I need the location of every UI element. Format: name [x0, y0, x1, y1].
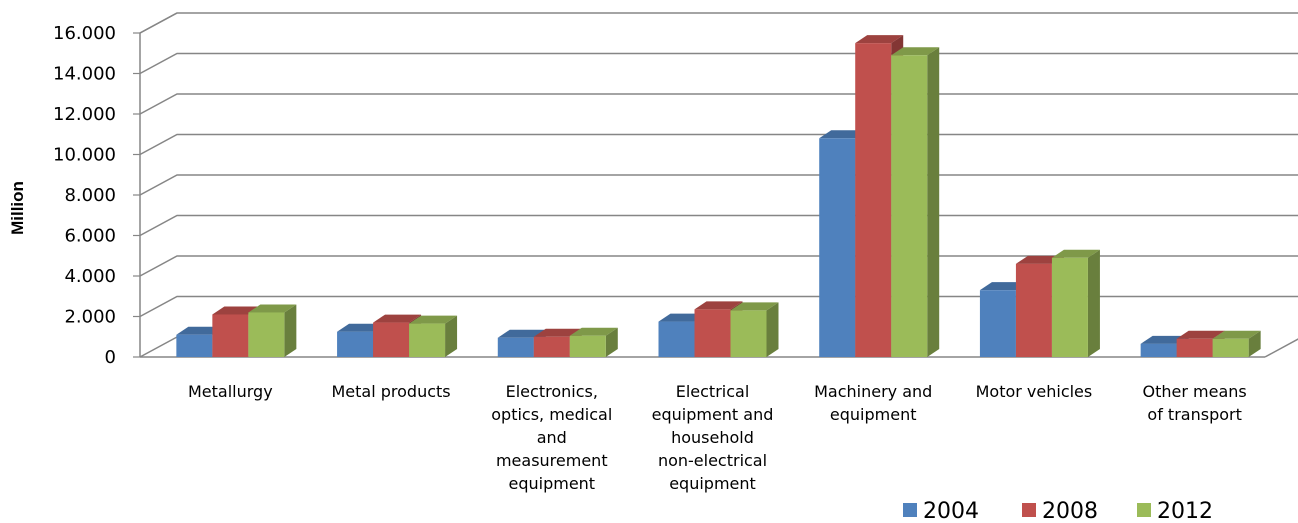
- bar-top: [891, 47, 940, 56]
- y-tick-label: 10.000: [53, 145, 116, 166]
- bar-front: [569, 335, 606, 357]
- bar-front: [373, 322, 410, 357]
- bar-front: [212, 314, 249, 357]
- bar-front: [533, 336, 570, 357]
- legend-entry: 2004: [903, 499, 979, 523]
- bar-top: [373, 314, 422, 323]
- legend-label: 2012: [1157, 499, 1213, 523]
- bar: [1212, 330, 1261, 357]
- floor-right-edge: [1264, 338, 1298, 358]
- y-tick-label: 12.000: [53, 104, 116, 125]
- bar-front: [1176, 338, 1213, 357]
- bar-top: [694, 301, 743, 310]
- bar-front: [694, 309, 731, 357]
- bar-side: [1087, 249, 1100, 357]
- x-tick-label: Motor vehicles: [976, 382, 1093, 401]
- gridline: [139, 214, 1298, 237]
- bar-front: [1015, 263, 1052, 357]
- bar-front: [176, 334, 213, 357]
- bar-top: [730, 302, 779, 311]
- bar-front: [891, 55, 928, 358]
- y-axis-ticks: 0 2.000 4.000 6.000 8.000 10.000 12.000 14.000 1…: [53, 23, 140, 368]
- bar-side: [284, 304, 297, 357]
- bar-top: [248, 304, 297, 313]
- y-tick-label: 4.000: [64, 266, 116, 287]
- bar: [248, 304, 297, 357]
- legend-swatch: [1022, 503, 1036, 517]
- bar-front: [1212, 338, 1249, 357]
- x-tick-label: Machinery and equipment: [814, 382, 932, 424]
- x-tick-label: Metallurgy: [188, 382, 273, 401]
- y-tick-label: 2.000: [64, 307, 116, 328]
- bar-top: [409, 315, 458, 324]
- y-tick-label: 8.000: [64, 185, 116, 206]
- bar-side: [445, 315, 458, 357]
- gridlines: [139, 12, 1298, 318]
- bar-front: [658, 321, 695, 357]
- bar-front: [730, 310, 767, 357]
- y-tick-label: 0: [105, 347, 116, 368]
- bar-front: [1140, 343, 1177, 357]
- x-tick-label: Electronics, optics, medical and measuremen…: [491, 382, 612, 493]
- legend-swatch: [1137, 503, 1151, 517]
- bar-top: [1051, 249, 1100, 258]
- gridline: [139, 174, 1298, 196]
- gridline: [139, 52, 1298, 75]
- bar-front: [497, 337, 534, 357]
- gridline: [139, 93, 1298, 115]
- bar: [730, 302, 779, 357]
- bar-front: [409, 323, 446, 357]
- bar-front: [1051, 257, 1088, 357]
- y-tick-label: 16.000: [53, 23, 116, 44]
- x-tick-label: Metal products: [332, 382, 451, 401]
- bars: [176, 35, 1261, 358]
- bar-front: [337, 331, 374, 357]
- bar: [1051, 249, 1100, 357]
- gridline: [139, 12, 1298, 34]
- bar-front: [979, 290, 1016, 357]
- bar: [891, 47, 940, 358]
- legend-swatch: [903, 503, 917, 517]
- bar-front: [855, 43, 892, 357]
- y-tick-label: 6.000: [64, 226, 116, 247]
- bar-side: [766, 302, 779, 357]
- legend-label: 2004: [923, 499, 979, 523]
- bar-top: [855, 35, 904, 44]
- bar-top: [569, 327, 618, 336]
- legend-entry: 2008: [1022, 499, 1098, 523]
- bar-top: [533, 328, 582, 337]
- legend-entry: 2012: [1137, 499, 1213, 523]
- bar: [569, 327, 618, 357]
- gridline: [139, 133, 1298, 156]
- bar-top: [1212, 330, 1261, 339]
- bar-side: [605, 327, 618, 357]
- depth-edge-bottom: [139, 336, 178, 358]
- legend: 2004 2008 2012: [903, 499, 1213, 523]
- y-axis-title: Million: [8, 181, 27, 235]
- bar-top: [1176, 330, 1225, 339]
- bar-side: [1248, 330, 1261, 357]
- legend-label: 2008: [1042, 499, 1098, 523]
- bar-top: [497, 329, 546, 338]
- x-tick-label: Other means of transport: [1143, 382, 1247, 424]
- bar: [409, 315, 458, 357]
- x-axis-labels: Metallurgy Metal products Electronics, opti…: [188, 382, 1247, 493]
- x-tick-label: Electrical equipment and household non-elec…: [652, 382, 774, 493]
- bar-front: [819, 138, 856, 357]
- y-tick-label: 14.000: [53, 64, 116, 85]
- bar-front: [248, 312, 285, 357]
- bar-side: [927, 47, 940, 358]
- gridline: [139, 255, 1298, 277]
